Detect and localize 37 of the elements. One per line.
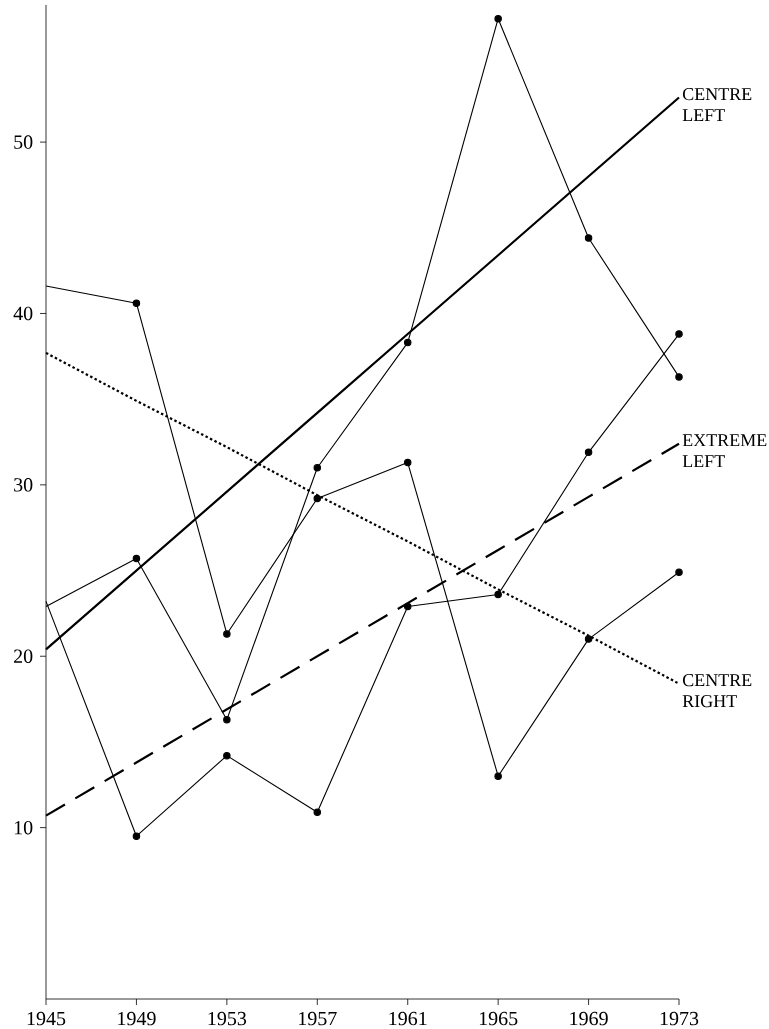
y-tick-label: 30: [14, 478, 33, 492]
point: [403, 458, 412, 467]
point: [223, 751, 231, 760]
point: [313, 808, 322, 816]
series-label: CENTRE LEFT: [682, 88, 752, 121]
point: [313, 494, 322, 503]
point: [584, 448, 593, 457]
point: [223, 715, 231, 724]
x-tick-label: 1949: [118, 1011, 156, 1026]
point: [403, 338, 412, 347]
y-tick-label: 20: [14, 649, 33, 663]
point: [223, 630, 231, 638]
x-tick-label: 1965: [479, 1011, 518, 1026]
series-label: CENTRE RIGHT: [682, 674, 752, 708]
x-tick-label: 1973: [660, 1011, 699, 1026]
y-tick-label: 40: [13, 306, 33, 321]
y-tick-label: 50: [14, 135, 33, 149]
x-tick-label: 1961: [389, 1011, 427, 1026]
point: [584, 635, 593, 643]
point: [675, 568, 683, 577]
series-label: EXTREME LEFT: [682, 434, 767, 468]
point: [313, 463, 322, 472]
point: [132, 554, 141, 563]
point: [675, 330, 683, 338]
x-tick-label: 1957: [299, 1011, 337, 1026]
x-tick-label: 1969: [570, 1011, 608, 1026]
point: [494, 772, 502, 780]
x-tick-label: 1945: [27, 1011, 66, 1026]
point: [584, 234, 593, 242]
point: [132, 832, 141, 840]
x-tick-label: 1953: [208, 1011, 247, 1026]
point: [494, 590, 502, 599]
point: [132, 299, 141, 307]
y-tick-label: 10: [14, 820, 33, 835]
point: [494, 14, 502, 23]
point: [403, 602, 412, 611]
point: [675, 373, 683, 381]
